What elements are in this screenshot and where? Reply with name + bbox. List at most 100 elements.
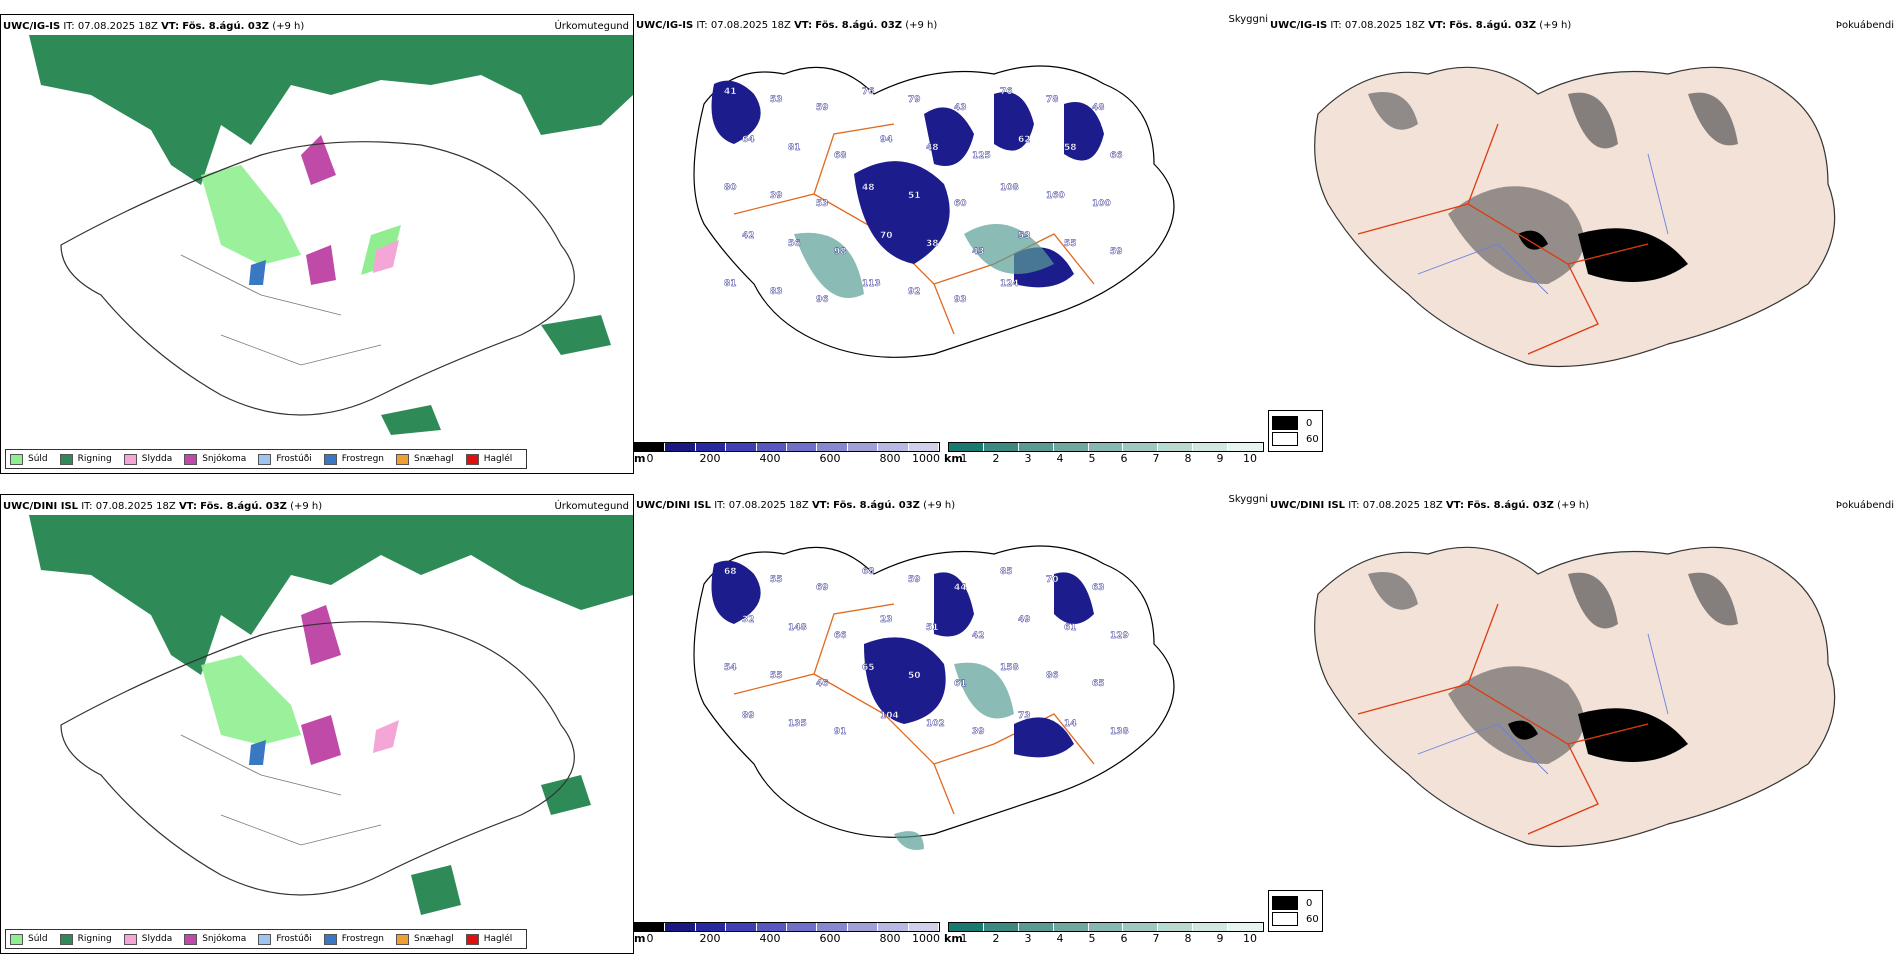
visibility-label: 108 <box>1000 183 1019 193</box>
visibility-label: 50 <box>908 671 921 681</box>
legend-swatch <box>59 933 73 945</box>
scale-cell <box>817 443 848 451</box>
km-tick: 6 <box>1120 452 1128 465</box>
legend-item: Frostúði <box>258 933 312 945</box>
scale-cell <box>1193 923 1229 931</box>
visibility-label: 100 <box>1092 199 1111 209</box>
visibility-label: 59 <box>908 575 921 585</box>
visibility-label: 98 <box>834 247 847 257</box>
legend-swatch <box>123 933 137 945</box>
scale-cell <box>1088 443 1124 451</box>
fog-legend-row: 0 <box>1272 896 1319 910</box>
precip-title: Úrkomutegund <box>554 501 629 512</box>
precip-title: Úrkomutegund <box>554 21 629 32</box>
visibility-label: 63 <box>1092 583 1105 593</box>
fog-map[interactable] <box>1268 34 1900 434</box>
precip-type-panel: UWC/IG-IS IT: 07.08.2025 18Z VT: Fös. 8.… <box>0 14 634 474</box>
km-tick: 6 <box>1120 932 1128 945</box>
height-tick: 600 <box>819 932 841 945</box>
scale-cell <box>1123 443 1159 451</box>
scale-cell <box>635 923 666 931</box>
precip-map[interactable] <box>1 515 633 925</box>
visibility-label: 83 <box>770 287 783 297</box>
scale-cell <box>983 923 1019 931</box>
visibility-label: 79 <box>908 95 921 105</box>
legend-swatch <box>465 453 479 465</box>
precip-map[interactable] <box>1 35 633 445</box>
row-dini-isl: UWC/DINI ISL IT: 07.08.2025 18Z VT: Fös.… <box>0 494 1900 964</box>
visibility-label: 65 <box>1092 679 1105 689</box>
legend-item: Haglél <box>465 933 512 945</box>
scale-cell <box>665 443 696 451</box>
cloud-map[interactable]: 41 53 59 76 79 43 76 78 48 64 81 68 94 48 125 62 58 66 80 3… <box>634 34 1270 424</box>
legend-swatch <box>184 933 198 945</box>
visibility-label: 23 <box>880 615 893 625</box>
visibility-label: 81 <box>788 143 801 153</box>
precip-legend: Súld Rigning Slydda Snjókoma Frostúði Fr… <box>5 449 528 469</box>
fog-title: Þokuábendi <box>1835 20 1894 31</box>
visibility-label: 39 <box>770 191 783 201</box>
scale-cell <box>847 443 879 451</box>
scale-cell <box>1053 923 1089 931</box>
km-tick: 9 <box>1216 932 1224 945</box>
legend-item: Slydda <box>123 453 172 465</box>
visibility-label: 53 <box>770 95 783 105</box>
visibility-label: 81 <box>724 279 737 289</box>
km-tick: 3 <box>1024 932 1032 945</box>
panel-header: UWC/IG-IS IT: 07.08.2025 18Z VT: Fös. 8.… <box>1270 20 1572 31</box>
visibility-label: 64 <box>742 135 755 145</box>
visibility-label: 49 <box>1018 615 1031 625</box>
height-tick: 1000 <box>912 452 940 465</box>
km-tick: 5 <box>1088 452 1096 465</box>
legend-swatch <box>258 933 272 945</box>
scale-cell <box>847 923 879 931</box>
visibility-label: 61 <box>954 679 967 689</box>
visibility-label: 73 <box>1018 711 1031 721</box>
visibility-label: 53 <box>816 199 829 209</box>
scale-cell <box>949 923 984 931</box>
scale-cell <box>756 443 788 451</box>
visibility-label: 65 <box>862 663 875 673</box>
legend-swatch <box>59 453 73 465</box>
km-scale-bar <box>948 442 1264 452</box>
legend-item: Snjókoma <box>184 453 246 465</box>
fog-legend-row: 60 <box>1272 432 1319 446</box>
scale-cell <box>878 443 909 451</box>
visibility-label: 102 <box>926 719 945 729</box>
visibility-label: 14 <box>1064 719 1077 729</box>
visibility-label: 60 <box>954 199 967 209</box>
visibility-label: 76 <box>1000 87 1013 97</box>
height-unit: m <box>634 932 646 945</box>
height-scale: 0 200 400 600 800 1000 <box>634 442 940 465</box>
visibility-label: 58 <box>1064 143 1077 153</box>
legend-swatch <box>258 453 272 465</box>
fog-swatch-light <box>1272 912 1298 926</box>
panel-header: UWC/IG-IS IT: 07.08.2025 18Z VT: Fös. 8.… <box>636 20 938 31</box>
visibility-label: 51 <box>908 191 921 201</box>
scale-cell <box>1193 443 1229 451</box>
fog-swatch-dark <box>1272 416 1298 430</box>
legend-swatch <box>396 453 410 465</box>
visibility-label: 55 <box>770 575 783 585</box>
km-tick: 1 <box>960 452 968 465</box>
km-tick: 7 <box>1152 452 1160 465</box>
visibility-label: 32 <box>742 615 755 625</box>
visibility-label: 124 <box>1000 279 1019 289</box>
visibility-label: 39 <box>972 727 985 737</box>
cloud-panel: UWC/DINI ISL IT: 07.08.2025 18Z VT: Fös.… <box>634 494 1270 964</box>
visibility-label: 51 <box>926 623 939 633</box>
height-tick: 1000 <box>912 932 940 945</box>
scale-cell <box>1158 923 1194 931</box>
visibility-label: 68 <box>834 151 847 161</box>
height-tick: 600 <box>819 452 841 465</box>
fog-map[interactable] <box>1268 514 1900 914</box>
height-tick: 200 <box>699 452 721 465</box>
legend-swatch <box>323 933 337 945</box>
visibility-label: 69 <box>816 583 829 593</box>
km-tick: 2 <box>992 452 1000 465</box>
fog-legend-row: 0 <box>1272 416 1319 430</box>
visibility-label: 66 <box>834 631 847 641</box>
scale-cell <box>1018 443 1054 451</box>
cloud-map[interactable]: 68 55 69 68 59 44 85 70 63 32 148 66 23 51 42 49 61 129 54… <box>634 514 1270 904</box>
visibility-label: 104 <box>880 711 899 721</box>
